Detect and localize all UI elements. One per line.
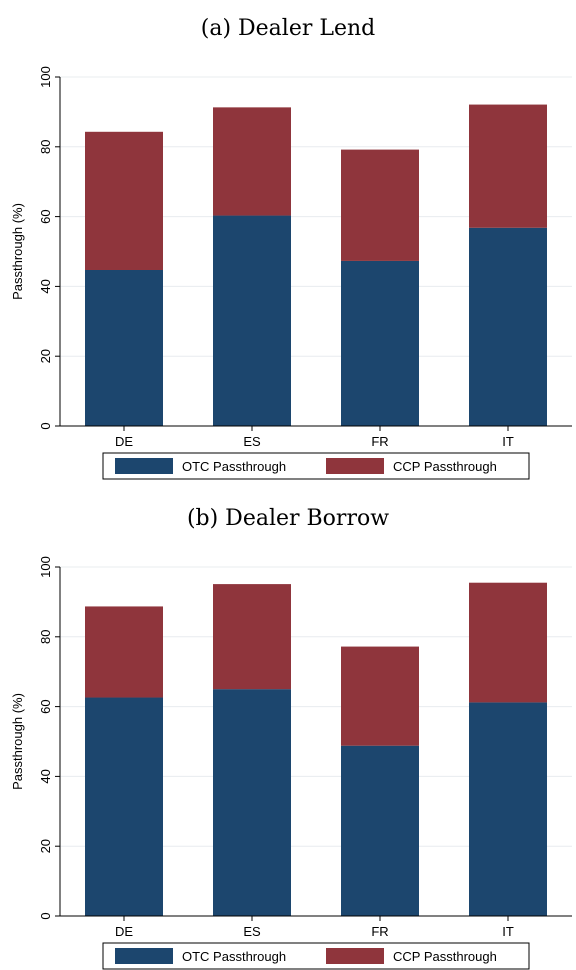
legend-label-ccp: CCP Passthrough (393, 949, 497, 964)
bar-otc-it (469, 702, 547, 916)
x-tick-label: ES (243, 924, 261, 939)
x-tick-label: IT (502, 924, 514, 939)
y-tick-label: 0 (38, 912, 53, 919)
legend-swatch-ccp (326, 458, 384, 474)
bar-ccp-it (469, 104, 547, 228)
chart-title: (a) Dealer Lend (200, 16, 376, 41)
bar-otc-de (85, 697, 163, 916)
legend-box (102, 452, 530, 480)
bar-ccp-es (213, 584, 291, 690)
legend-swatch-otc (115, 458, 173, 474)
y-tick-label: 40 (38, 769, 53, 783)
bar-ccp-de (85, 131, 163, 270)
legend-label-otc: OTC Passthrough (182, 949, 286, 964)
y-tick-label: 80 (38, 140, 53, 154)
y-tick-label: 80 (38, 630, 53, 644)
x-tick-label: DE (115, 434, 133, 449)
legend-box (102, 942, 530, 970)
bar-ccp-es (213, 107, 291, 216)
y-tick-label: 60 (38, 699, 53, 713)
legend-swatch-otc (115, 948, 173, 964)
chart-dealer-lend: 0 20 40 60 80 100 DE ES FR IT Passthrough (%) OTC P… (10, 66, 572, 480)
y-tick-label: 20 (38, 349, 53, 363)
y-tick-label: 20 (38, 839, 53, 853)
y-tick-label: 100 (38, 66, 53, 88)
x-tick-label: ES (243, 434, 261, 449)
bar-otc-de (85, 269, 163, 426)
x-tick-label: DE (115, 924, 133, 939)
chart-dealer-borrow: 0 20 40 60 80 100 DE ES FR IT Passthrough (%) OTC P… (10, 556, 572, 970)
bar-ccp-fr (341, 149, 419, 261)
bar-otc-fr (341, 745, 419, 916)
y-axis-title: Passthrough (%) (10, 203, 25, 300)
bar-otc-it (469, 227, 547, 426)
y-axis-title: Passthrough (%) (10, 693, 25, 790)
legend-label-ccp: CCP Passthrough (393, 459, 497, 474)
bar-ccp-fr (341, 646, 419, 746)
x-tick-label: FR (371, 924, 388, 939)
y-tick-label: 40 (38, 279, 53, 293)
bar-otc-fr (341, 260, 419, 426)
y-tick-label: 0 (38, 422, 53, 429)
y-tick-label: 100 (38, 556, 53, 578)
bar-ccp-de (85, 606, 163, 698)
y-tick-label: 60 (38, 209, 53, 223)
bar-otc-es (213, 215, 291, 426)
bar-otc-es (213, 689, 291, 916)
x-tick-label: FR (371, 434, 388, 449)
bar-ccp-it (469, 582, 547, 703)
x-tick-label: IT (502, 434, 514, 449)
legend-swatch-ccp (326, 948, 384, 964)
legend-label-otc: OTC Passthrough (182, 459, 286, 474)
chart-title: (b) Dealer Borrow (186, 506, 390, 531)
